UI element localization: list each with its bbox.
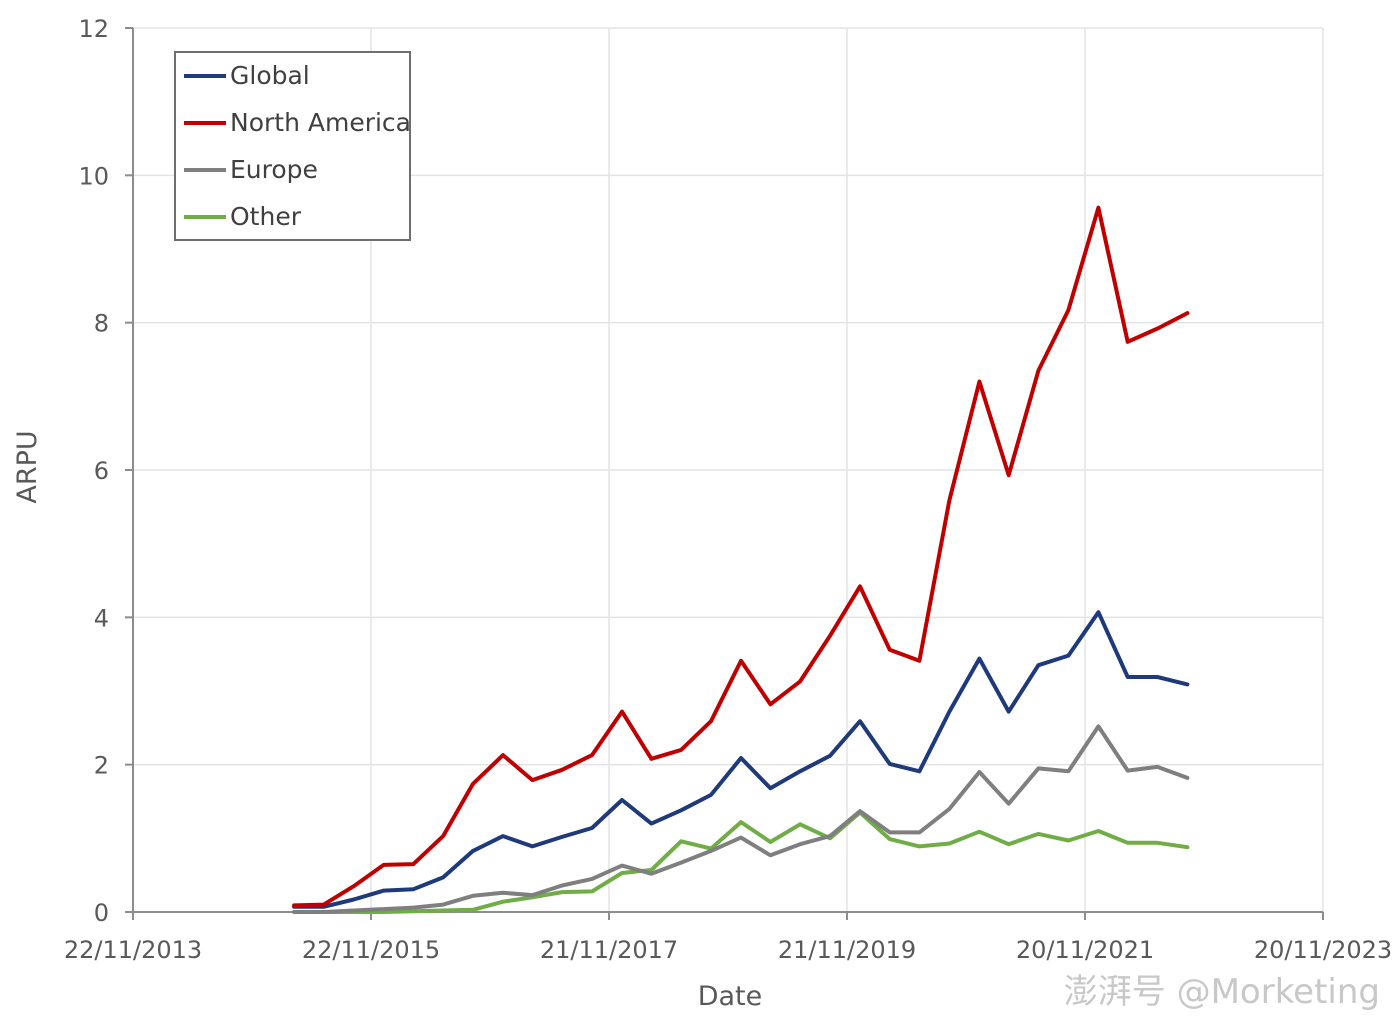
- legend-label: Other: [230, 202, 302, 231]
- y-tick-label: 4: [94, 604, 109, 632]
- y-tick-label: 6: [94, 457, 109, 485]
- x-tick-label: 22/11/2013: [64, 936, 202, 964]
- x-tick-label: 20/11/2023: [1254, 936, 1392, 964]
- y-tick-label: 10: [78, 162, 109, 190]
- x-tick-label: 21/11/2019: [778, 936, 916, 964]
- x-axis-title: Date: [698, 981, 763, 1012]
- x-axis-ticks: 22/11/2013 22/11/2015 21/11/2017 21/11/2019…: [64, 912, 1392, 964]
- legend-label: Global: [230, 61, 310, 90]
- y-axis-title: ARPU: [12, 430, 43, 503]
- legend-label: Europe: [230, 155, 318, 184]
- series-line-europe: [292, 724, 1190, 914]
- y-tick-label: 8: [94, 310, 109, 338]
- y-tick-label: 2: [94, 752, 109, 780]
- x-tick-label: 22/11/2015: [302, 936, 440, 964]
- series-line-north-america: [292, 205, 1190, 908]
- series-line-global: [292, 610, 1190, 909]
- y-tick-label: 0: [94, 899, 109, 927]
- watermark: 澎湃号 @Morketing: [1064, 972, 1380, 1012]
- grid-lines: [133, 27, 1324, 912]
- x-tick-label: 21/11/2017: [540, 936, 678, 964]
- data-series: [292, 205, 1190, 914]
- legend-label: North America: [230, 108, 411, 137]
- legend-box: [174, 51, 411, 241]
- legend: Global North America Europe Other: [174, 51, 411, 241]
- series-line-other: [292, 810, 1190, 914]
- y-axis-ticks: 0 2 4 6 8 10 12: [78, 15, 133, 927]
- y-tick-label: 12: [78, 15, 109, 43]
- x-tick-label: 20/11/2021: [1016, 936, 1154, 964]
